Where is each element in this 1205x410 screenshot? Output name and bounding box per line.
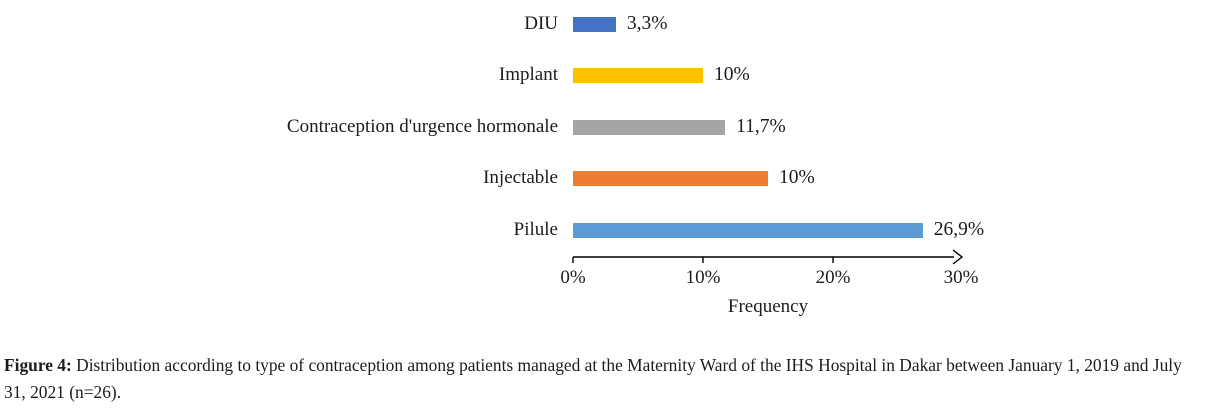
x-axis-ticks [572,257,834,263]
x-tick-20: 20% [815,267,851,288]
x-axis-title: Frequency [727,296,809,317]
figure-caption-prefix: Figure 4: [4,355,72,375]
bar-contraception-urgence [573,119,726,135]
value-label-implant: 10% [714,64,750,85]
value-label-injectable: 10% [779,167,815,188]
bar-row-diu: DIU 3,3% [0,11,1010,37]
value-label-pilule: 26,9% [933,219,985,240]
figure-caption: Figure 4: Distribution according to type… [4,352,1198,406]
bar-row-injectable: Injectable 10% [0,165,1010,191]
bar-diu [573,16,616,32]
x-axis [572,249,964,265]
bar-row-implant: Implant 10% [0,62,1010,88]
category-label-contraception-urgence: Contraception d'urgence hormonale [286,116,558,137]
category-label-pilule: Pilule [513,219,558,240]
x-axis-arrow-icon [952,249,964,265]
bar-injectable [573,170,768,186]
category-label-implant: Implant [498,64,558,85]
x-tick-0: 0% [560,267,586,288]
category-label-injectable: Injectable [483,167,558,188]
bar-row-contraception-urgence: Contraception d'urgence hormonale 11,7% [0,114,1010,140]
figure-caption-text: Distribution according to type of contra… [4,355,1182,402]
x-tick-30: 30% [943,267,979,288]
bar-row-pilule: Pilule 26,9% [0,217,1010,243]
bar-implant [573,67,703,83]
value-label-contraception-urgence: 11,7% [736,116,786,137]
category-label-diu: DIU [524,13,558,34]
x-tick-10: 10% [685,267,721,288]
value-label-diu: 3,3% [626,13,668,34]
bar-pilule [573,222,923,238]
